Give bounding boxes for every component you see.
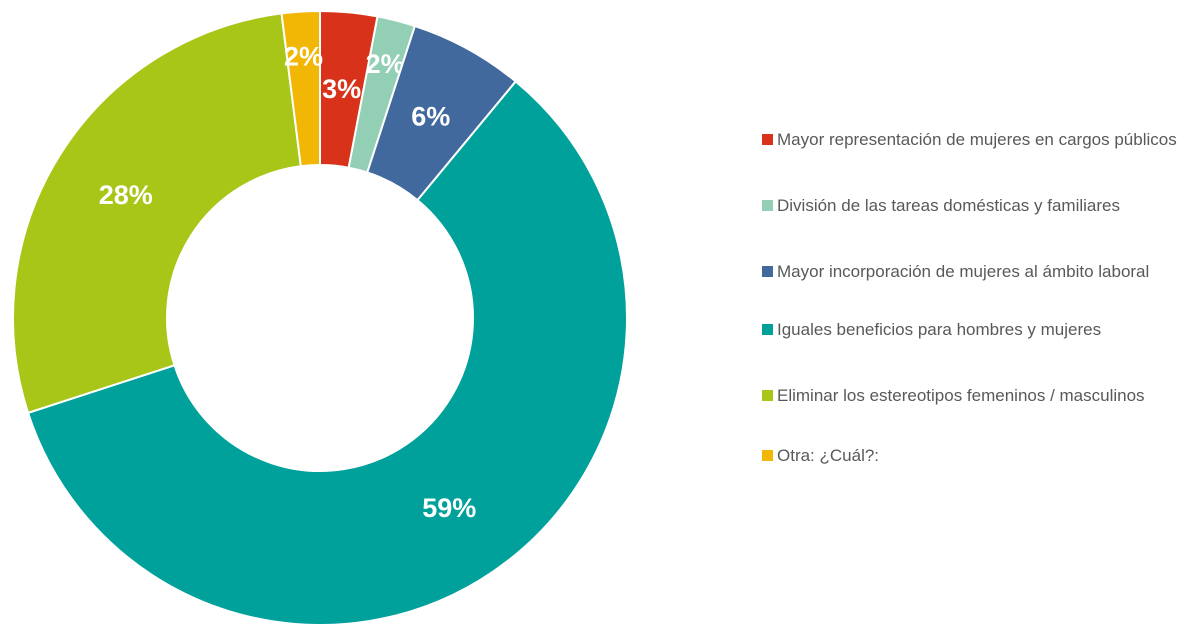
legend-label: División de las tareas domésticas y fami… <box>777 196 1120 215</box>
donut: 3%2%6%59%28%2% <box>12 9 628 624</box>
data-label: 59% <box>422 493 476 523</box>
legend-swatch <box>762 390 773 401</box>
data-label: 3% <box>322 74 361 104</box>
legend-label: Mayor representación de mujeres en cargo… <box>777 130 1177 149</box>
legend-swatch <box>762 324 773 335</box>
legend-item: Iguales beneficios para hombres y mujere… <box>762 319 1182 341</box>
slice <box>12 12 302 415</box>
legend-swatch <box>762 134 773 145</box>
legend-item: Otra: ¿Cuál?: <box>762 445 1182 467</box>
legend-item: Eliminar los estereotipos femeninos / ma… <box>762 385 1182 407</box>
legend-label: Mayor incorporación de mujeres al ámbito… <box>777 262 1150 281</box>
legend-label: Otra: ¿Cuál?: <box>777 446 880 465</box>
data-label: 28% <box>99 180 153 210</box>
data-label: 2% <box>284 42 323 72</box>
legend-label: Iguales beneficios para hombres y mujere… <box>777 320 1102 339</box>
legend-label: Eliminar los estereotipos femeninos / ma… <box>777 386 1145 405</box>
slice <box>280 9 321 168</box>
slice <box>26 80 628 624</box>
legend-item: División de las tareas domésticas y fami… <box>762 195 1182 217</box>
legend-swatch <box>762 266 773 277</box>
legend-swatch <box>762 200 773 211</box>
data-label: 6% <box>411 101 450 131</box>
legend-swatch <box>762 450 773 461</box>
legend-item: Mayor incorporación de mujeres al ámbito… <box>762 261 1182 283</box>
legend-item: Mayor representación de mujeres en cargo… <box>762 129 1182 151</box>
